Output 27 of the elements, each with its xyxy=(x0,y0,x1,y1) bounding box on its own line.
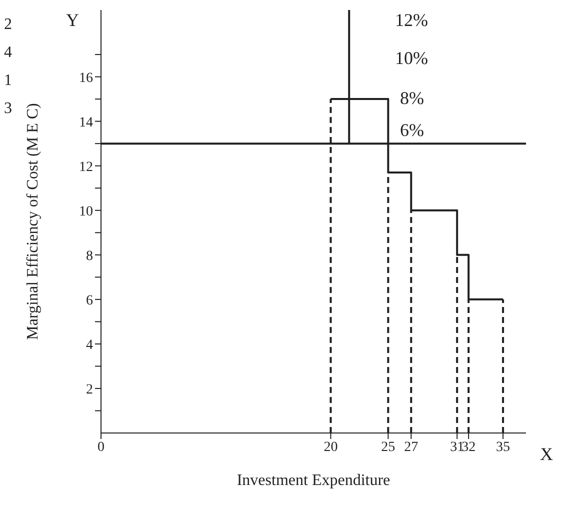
x-tick-label: 20 xyxy=(324,440,338,455)
text: 1 xyxy=(4,72,12,90)
y-tick-label: 6 xyxy=(86,293,93,308)
x-axis-title: Investment Expenditure xyxy=(236,472,390,489)
text: X xyxy=(540,444,553,465)
y-tick-label: 2 xyxy=(86,382,93,398)
y-tick-label: 8 xyxy=(86,248,93,264)
annotation: 8% xyxy=(400,88,424,109)
x-tick-label: 35 xyxy=(496,440,510,455)
x-tick-label: 25 xyxy=(381,440,396,455)
y-tick-label: 16 xyxy=(79,70,93,86)
x-tick-label: 27 xyxy=(404,440,418,455)
x-tick-label: 31 xyxy=(450,440,464,455)
text: Y xyxy=(66,10,79,31)
annotation: 10% xyxy=(395,48,428,69)
annotation: 6% xyxy=(400,120,424,141)
x-tick-label: 32 xyxy=(462,440,476,455)
annotation: 12% xyxy=(395,10,428,31)
y-axis-title: Marginal Efficiency of Cost (M E C) xyxy=(24,103,42,340)
text: 2 xyxy=(4,16,12,34)
y-tick-label: 4 xyxy=(86,338,93,353)
y-tick-label: 12 xyxy=(79,160,93,175)
text: 4 xyxy=(4,44,12,62)
x-tick-label: 0 xyxy=(98,440,104,455)
y-tick-label: 14 xyxy=(79,115,93,130)
text: 3 xyxy=(4,100,12,118)
y-tick-label: 10 xyxy=(79,204,93,220)
